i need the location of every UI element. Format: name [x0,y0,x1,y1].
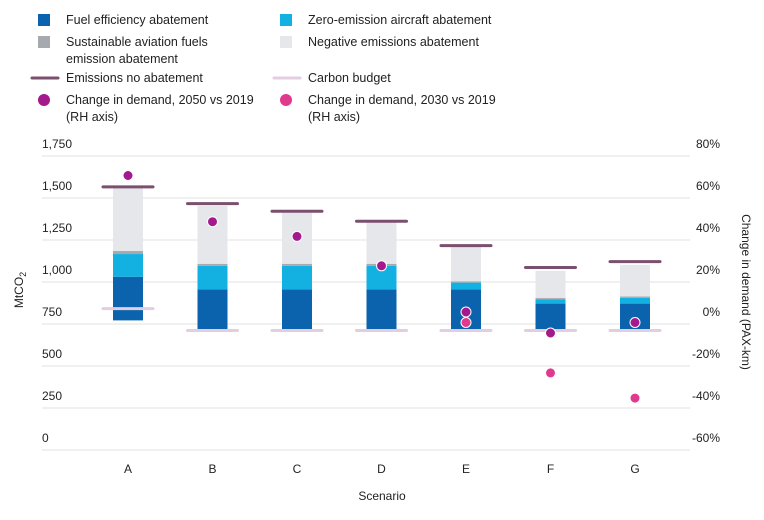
legend-label: Emissions no abatement [66,71,203,85]
legend-label-line: Emissions no abatement [66,71,203,85]
bar-segment [282,263,312,266]
bar-segment [535,303,566,332]
demand-points [122,170,641,404]
bar-segment [197,289,228,332]
y-tick-label: 750 [42,305,62,319]
legend-label-line: Change in demand, 2030 vs 2019 [308,93,496,107]
bar-segment [366,220,397,264]
bar-segment [282,289,312,332]
y-tick-label: 0 [42,431,49,445]
y2-tick-label: -40% [692,389,720,403]
legend-label: Change in demand, 2030 vs 2019 (RH axis) [308,93,496,124]
legend-swatch [38,94,50,106]
bar-segment [197,265,228,290]
legend-label-line: Fuel efficiency abatement [66,13,209,27]
x-tick-label: D [377,462,386,476]
demand-point [545,327,556,339]
demand-point [460,306,472,318]
demand-point [629,317,641,328]
legend-swatch [38,14,50,26]
bar-segment [113,187,143,252]
x-tick-label: A [124,462,132,476]
bar-segment [113,251,143,255]
demand-point [376,260,387,272]
y-tick-label: 1,750 [42,137,72,151]
legend-label-line: Zero-emission aircraft abatement [308,13,492,27]
legend-label-line: emission abatement [66,52,178,66]
legend: Fuel efficiency abatement Zero-emission a… [30,13,496,124]
bar-segment [451,281,481,283]
legend-swatch [280,94,292,106]
bar-segment [366,265,397,290]
legend-label: Carbon budget [308,71,391,85]
y2-tick-label: 0% [703,305,721,319]
bar-segment [535,299,566,304]
bar-segment [366,289,397,332]
y-tick-label: 1,250 [42,221,72,235]
bar-segment [451,282,481,290]
gridlines [42,155,690,451]
y-axis-title-subscript: 2 [18,272,28,277]
y-tick-label: 1,500 [42,179,72,193]
y-tick-label: 1,000 [42,263,72,277]
y-tick-label: 250 [42,389,62,403]
y2-axis-title: Change in demand (PAX-km) [739,214,753,370]
demand-point [460,317,472,328]
demand-point [291,230,303,242]
x-axis-ticks: A B C D E F G [124,462,640,476]
x-axis-title: Scenario [358,489,406,503]
legend-swatch [38,36,50,48]
legend-swatch [280,14,292,26]
bar-segment [535,270,566,299]
bar-segment [451,244,481,282]
x-tick-label: F [547,462,554,476]
y2-tick-label: 60% [696,179,720,193]
legend-label-line: Negative emissions abatement [308,35,479,49]
legend-label: Fuel efficiency abatement [66,13,209,27]
left-axis-ticks: 0 250 500 750 1,000 1,250 1,500 1,750 [42,137,72,445]
x-tick-label: E [462,462,470,476]
y2-tick-label: 40% [696,221,720,235]
legend-label: Negative emissions abatement [308,35,479,49]
legend-label-line: Carbon budget [308,71,391,85]
y2-tick-label: -20% [692,347,720,361]
x-tick-label: G [630,462,639,476]
bar-segment [197,263,228,266]
stacked-bars [113,187,650,332]
legend-label: Sustainable aviation fuels emission abate… [66,35,208,66]
y2-tick-label: -60% [692,431,720,445]
x-tick-label: C [293,462,302,476]
x-tick-label: B [208,462,216,476]
legend-label: Change in demand, 2050 vs 2019 (RH axis) [66,93,254,124]
bar-segment [113,254,143,277]
demand-point [545,367,556,379]
legend-swatch [280,36,292,48]
bar-segment [620,264,650,297]
bar-segment [535,298,566,300]
bar-segment [620,296,650,298]
legend-label-line: Sustainable aviation fuels [66,35,208,49]
demand-point [207,216,218,228]
y-tick-label: 500 [42,347,62,361]
right-axis-ticks: -60% -40% -20% 0% 20% 40% 60% 80% [692,137,720,445]
bar-segment [113,276,143,321]
bar-segment [197,205,228,264]
y2-tick-label: 80% [696,137,720,151]
demand-point [122,170,134,181]
bar-segment [282,265,312,290]
legend-label: Zero-emission aircraft abatement [308,13,492,27]
legend-label-line: (RH axis) [66,110,118,124]
demand-point [629,392,641,404]
y2-tick-label: 20% [696,263,720,277]
y-axis-title: MtCO2 [12,272,28,308]
legend-label-line: Change in demand, 2050 vs 2019 [66,93,254,107]
bar-segment [620,297,650,304]
legend-label-line: (RH axis) [308,110,360,124]
y-axis-title-main: MtCO [12,277,26,308]
